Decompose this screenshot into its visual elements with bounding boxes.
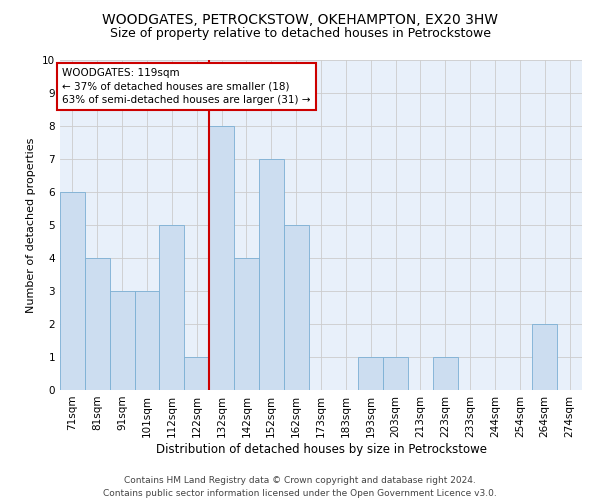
Bar [259,159,284,390]
Bar [284,225,308,390]
Text: WOODGATES, PETROCKSTOW, OKEHAMPTON, EX20 3HW: WOODGATES, PETROCKSTOW, OKEHAMPTON, EX20… [102,12,498,26]
Y-axis label: Number of detached properties: Number of detached properties [26,138,37,312]
Bar [383,357,408,390]
X-axis label: Distribution of detached houses by size in Petrockstowe: Distribution of detached houses by size … [155,442,487,456]
Text: Size of property relative to detached houses in Petrockstowe: Size of property relative to detached ho… [110,28,491,40]
Bar [85,258,110,390]
Bar [134,291,160,390]
Bar [234,258,259,390]
Bar [160,225,184,390]
Text: WOODGATES: 119sqm
← 37% of detached houses are smaller (18)
63% of semi-detached: WOODGATES: 119sqm ← 37% of detached hous… [62,68,311,104]
Bar [110,291,134,390]
Text: Contains HM Land Registry data © Crown copyright and database right 2024.
Contai: Contains HM Land Registry data © Crown c… [103,476,497,498]
Bar [358,357,383,390]
Bar [184,357,209,390]
Bar [209,126,234,390]
Bar [532,324,557,390]
Bar [60,192,85,390]
Bar [433,357,458,390]
